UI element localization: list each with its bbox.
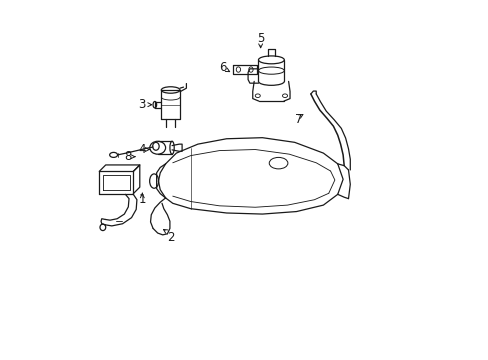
Text: 2: 2	[167, 231, 174, 244]
Text: 5: 5	[256, 32, 264, 45]
Text: 7: 7	[294, 113, 302, 126]
Text: 8: 8	[124, 150, 131, 163]
Text: 1: 1	[138, 193, 146, 206]
Text: 4: 4	[138, 143, 146, 156]
Text: 6: 6	[219, 60, 226, 73]
Text: 3: 3	[138, 98, 146, 111]
